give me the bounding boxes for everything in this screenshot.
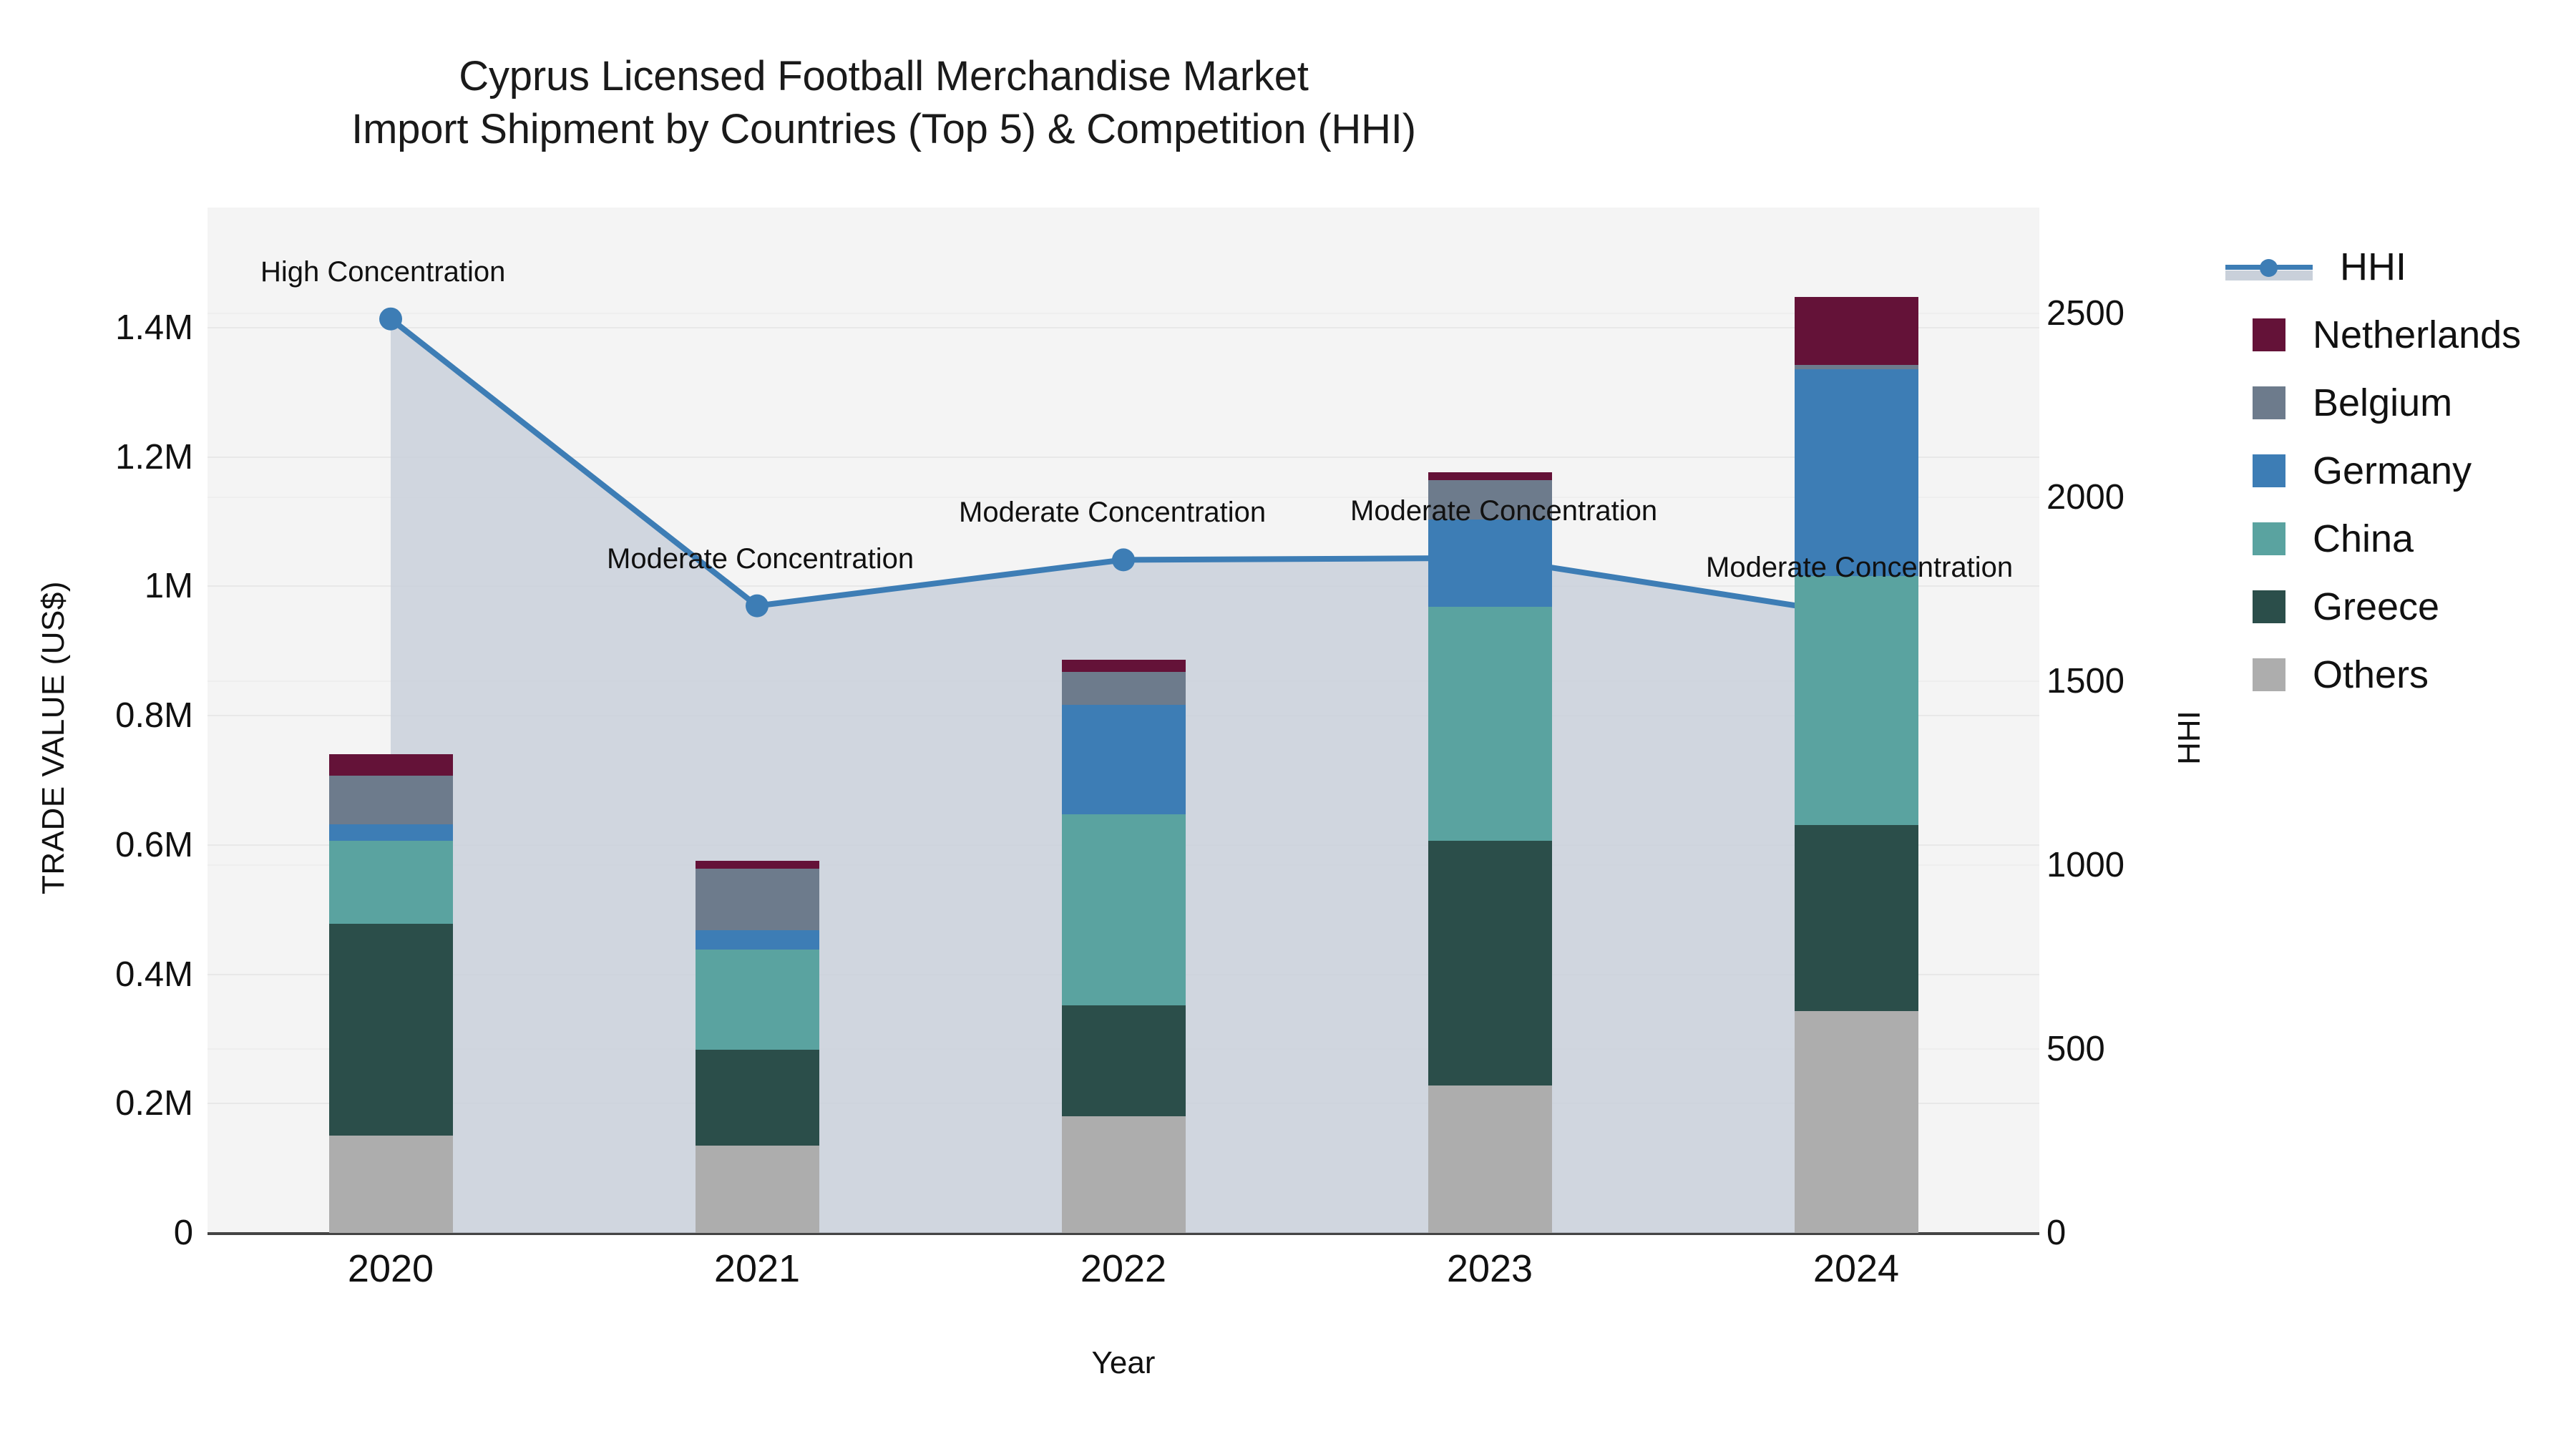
legend-item-belgium[interactable]: Belgium [2225, 369, 2569, 436]
bar-segment-china[interactable] [328, 841, 453, 924]
y-axis-right: 0 500 1000 1500 2000 2500 [2046, 0, 2290, 1449]
legend-label: Greece [2313, 585, 2440, 628]
bar-stack[interactable] [328, 208, 453, 1233]
chart-title-line-2: Import Shipment by Countries (Top 5) & C… [351, 106, 1416, 153]
gridline [208, 313, 2039, 314]
bar-segment-belgium[interactable] [328, 776, 453, 824]
x-axis-line [208, 1232, 2039, 1235]
bar-segment-netherlands[interactable] [1794, 296, 1918, 365]
bar-segment-germany[interactable] [695, 930, 819, 950]
legend-color-swatch [2253, 318, 2285, 351]
x-axis-title: Year [1091, 1345, 1156, 1380]
x-axis-tick: 2024 [1813, 1247, 1900, 1290]
bar-segment-belgium[interactable] [1794, 364, 1918, 369]
bar-segment-others[interactable] [695, 1146, 819, 1233]
x-axis-tick: 2023 [1446, 1247, 1533, 1290]
hhi-annotation: High Concentration [260, 255, 506, 288]
legend-label: HHI [2340, 245, 2406, 288]
legend-item-netherlands[interactable]: Netherlands [2225, 301, 2569, 369]
y-axis-left-tick: 0.4M [115, 955, 193, 994]
bar-segment-germany[interactable] [1794, 369, 1918, 576]
y-axis-right-tick: 2000 [2046, 478, 2125, 517]
gridline [208, 327, 2039, 328]
y-axis-right-title: HHI [2172, 711, 2207, 765]
y-axis-right-tick: 2500 [2046, 294, 2125, 333]
legend-item-china[interactable]: China [2225, 504, 2569, 572]
x-axis-tick: 2020 [347, 1247, 434, 1290]
bar-segment-others[interactable] [1061, 1116, 1186, 1233]
bar-segment-greece[interactable] [695, 1050, 819, 1146]
legend-label: China [2313, 517, 2414, 560]
bar-segment-china[interactable] [695, 950, 819, 1050]
bar-stack[interactable] [1061, 208, 1186, 1233]
bar-segment-belgium[interactable] [695, 869, 819, 931]
x-axis-tick: 2021 [713, 1247, 801, 1290]
chart-title-line-1: Cyprus Licensed Football Merchandise Mar… [459, 53, 1309, 99]
bar-stack[interactable] [1794, 208, 1918, 1233]
bar-segment-greece[interactable] [1428, 841, 1552, 1085]
bar-segment-greece[interactable] [1794, 824, 1918, 1012]
legend-label: Germany [2313, 449, 2472, 492]
y-axis-right-tick: 1000 [2046, 846, 2125, 884]
legend-color-swatch [2253, 658, 2285, 691]
hhi-marker[interactable] [746, 594, 769, 618]
y-axis-right-tick: 0 [2046, 1214, 2067, 1252]
y-axis-left-tick: 1.2M [115, 437, 193, 477]
legend-label: Belgium [2313, 381, 2453, 424]
y-axis-left-tick: 0.8M [115, 696, 193, 736]
y-axis-left-tick: 1M [144, 567, 193, 606]
legend-item-others[interactable]: Others [2225, 640, 2569, 708]
legend-label: Netherlands [2313, 313, 2522, 356]
chart-title: Cyprus Licensed Football Merchandise Mar… [0, 50, 1767, 156]
bar-segment-germany[interactable] [1061, 704, 1186, 815]
bar-segment-netherlands[interactable] [328, 754, 453, 776]
bar-stack[interactable] [695, 208, 819, 1233]
legend-item-greece[interactable]: Greece [2225, 572, 2569, 640]
legend-label: Others [2313, 653, 2429, 696]
y-axis-left-tick: 0.6M [115, 825, 193, 864]
bar-segment-germany[interactable] [1428, 519, 1552, 608]
bar-segment-china[interactable] [1061, 814, 1186, 1005]
legend-item-germany[interactable]: Germany [2225, 436, 2569, 504]
legend-color-swatch [2253, 522, 2285, 555]
y-axis-left-tick: 0.2M [115, 1084, 193, 1123]
legend: HHI Netherlands Belgium Germany China Greece O… [2225, 233, 2569, 708]
legend-line-icon [2225, 250, 2313, 283]
gridline [208, 497, 2039, 498]
bar-segment-china[interactable] [1428, 607, 1552, 841]
hhi-marker[interactable] [1112, 548, 1135, 572]
hhi-annotation: Moderate Concentration [1706, 552, 2014, 584]
bar-segment-belgium[interactable] [1428, 480, 1552, 520]
y-axis-left-tick: 1.4M [115, 308, 193, 347]
y-axis-right-tick: 500 [2046, 1030, 2105, 1068]
bar-segment-netherlands[interactable] [1428, 472, 1552, 481]
bar-segment-others[interactable] [328, 1136, 453, 1233]
hhi-annotation: Moderate Concentration [607, 542, 914, 575]
bar-segment-netherlands[interactable] [695, 861, 819, 869]
bar-segment-others[interactable] [1428, 1085, 1552, 1233]
bar-segment-others[interactable] [1794, 1011, 1918, 1233]
legend-color-swatch [2253, 454, 2285, 487]
legend-item-hhi[interactable]: HHI [2225, 233, 2569, 301]
bar-segment-china[interactable] [1794, 575, 1918, 825]
bar-segment-belgium[interactable] [1061, 671, 1186, 705]
x-axis-tick: 2022 [1080, 1247, 1167, 1290]
y-axis-left: 0 0.2M 0.4M 0.6M 0.8M 1M 1.2M 1.4M [0, 0, 195, 1449]
legend-color-swatch [2253, 590, 2285, 623]
hhi-annotation: Moderate Concentration [959, 497, 1267, 529]
hhi-annotation: Moderate Concentration [1350, 494, 1658, 527]
gridline [208, 456, 2039, 458]
bar-stack[interactable] [1428, 208, 1552, 1233]
bar-segment-greece[interactable] [328, 924, 453, 1136]
bar-segment-greece[interactable] [1061, 1005, 1186, 1117]
bar-segment-netherlands[interactable] [1061, 660, 1186, 672]
legend-marker-dot [2260, 258, 2278, 277]
y-axis-left-title: TRADE VALUE (US$) [36, 581, 71, 894]
hhi-marker[interactable] [379, 307, 402, 331]
bar-segment-germany[interactable] [328, 824, 453, 841]
legend-color-swatch [2253, 386, 2285, 419]
y-axis-left-tick: 0 [173, 1214, 193, 1252]
y-axis-right-tick: 1500 [2046, 662, 2125, 701]
